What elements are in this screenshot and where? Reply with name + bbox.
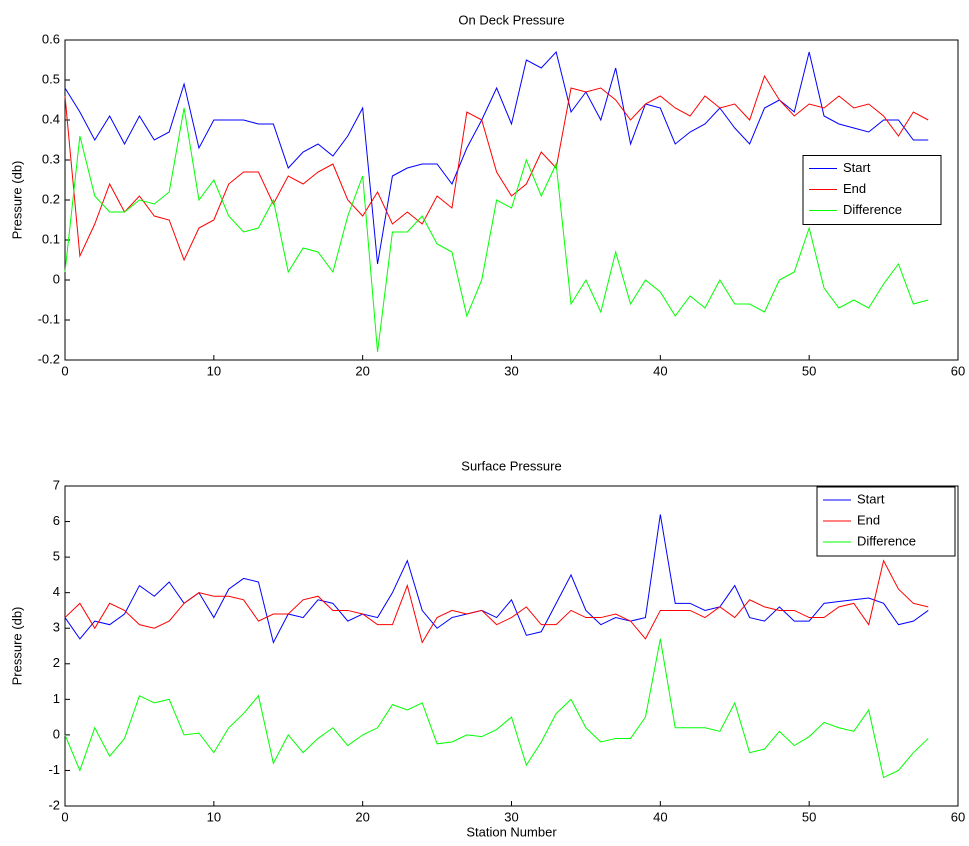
y-tick-label: -1 <box>48 762 60 777</box>
legend: Start End Difference <box>816 486 956 557</box>
series-line <box>64 638 929 779</box>
x-tick-label: 60 <box>951 809 965 824</box>
x-tick-label: 40 <box>653 363 667 378</box>
x-tick-label: 50 <box>802 809 816 824</box>
y-tick-label: 0.6 <box>42 31 60 46</box>
series-line <box>64 514 929 644</box>
y-tick-label: 0.3 <box>42 151 60 166</box>
y-tick-label: 0.2 <box>42 191 60 206</box>
x-tick-label: 0 <box>61 363 68 378</box>
x-tick-label: 20 <box>355 809 369 824</box>
x-tick-label: 30 <box>504 809 518 824</box>
y-tick-label: 0.1 <box>42 231 60 246</box>
legend: Start End Difference <box>802 155 942 225</box>
y-tick-label: 0 <box>53 271 60 286</box>
y-tick-label: 5 <box>53 549 60 564</box>
chart-title: On Deck Pressure <box>458 12 564 27</box>
x-tick-label: 0 <box>61 809 68 824</box>
series-line <box>64 559 929 644</box>
y-tick-label: 0.4 <box>42 111 60 126</box>
x-tick-label: 50 <box>802 363 816 378</box>
legend-label: Difference <box>843 202 902 217</box>
legend-label: Start <box>857 491 885 506</box>
y-tick-label: -2 <box>48 797 60 812</box>
chart-title: Surface Pressure <box>461 458 561 473</box>
series-line <box>64 50 929 265</box>
series-line <box>64 74 929 262</box>
y-tick-label: 0.5 <box>42 71 60 86</box>
x-axis-label: Station Number <box>466 824 557 839</box>
series-line <box>64 107 929 353</box>
legend-label: Start <box>843 160 871 175</box>
y-tick-label: 3 <box>53 620 60 635</box>
y-tick-label: 0 <box>53 726 60 741</box>
legend-label: Difference <box>857 533 916 548</box>
y-axis-label: Pressure (db) <box>9 161 24 240</box>
x-tick-label: 10 <box>207 809 221 824</box>
x-tick-label: 40 <box>653 809 667 824</box>
x-tick-label: 60 <box>951 363 965 378</box>
y-tick-label: 7 <box>53 477 60 492</box>
y-axis-label: Pressure (db) <box>9 607 24 686</box>
x-tick-label: 30 <box>504 363 518 378</box>
x-tick-label: 20 <box>355 363 369 378</box>
legend-label: End <box>843 181 866 196</box>
y-tick-label: 2 <box>53 655 60 670</box>
legend-label: End <box>857 512 880 527</box>
y-tick-label: 4 <box>53 584 60 599</box>
y-tick-label: 6 <box>53 513 60 528</box>
y-tick-label: -0.1 <box>38 311 60 326</box>
y-tick-label: 1 <box>53 691 60 706</box>
y-tick-label: -0.2 <box>38 351 60 366</box>
x-tick-label: 10 <box>207 363 221 378</box>
